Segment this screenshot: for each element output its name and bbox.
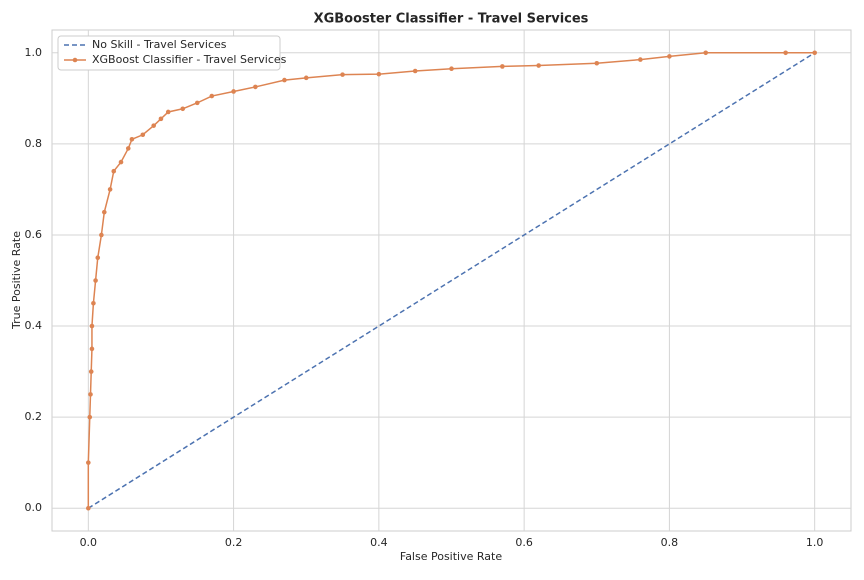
x-tick-label: 0.4 (370, 536, 388, 549)
legend-marker (72, 57, 78, 63)
x-tick-label: 0.2 (225, 536, 243, 549)
point (449, 66, 454, 72)
point (107, 187, 113, 192)
point (99, 232, 104, 238)
x-tick-label: 0.0 (80, 536, 98, 549)
y-tick-label: 0.6 (25, 228, 43, 241)
point (111, 168, 117, 174)
line (87, 52, 816, 509)
x-tick-label: 0.6 (515, 536, 533, 549)
legend-label: XGBoost Classifier - Travel Services (92, 53, 287, 66)
point (376, 71, 382, 77)
point (89, 346, 95, 352)
point (412, 68, 418, 74)
y-tick-label: 0.8 (25, 137, 43, 150)
point (101, 209, 107, 215)
line (87, 52, 815, 509)
y-axis-label: True Positive Rate (10, 231, 23, 330)
point (140, 132, 146, 138)
point (87, 414, 93, 420)
chart-title: XGBooster Classifier - Travel Services (314, 12, 589, 27)
point (194, 100, 200, 106)
x-tick-label: 0.8 (661, 536, 679, 549)
legend-label: No Skill - Travel Services (92, 38, 227, 51)
point (180, 106, 186, 112)
point (89, 323, 95, 329)
x-axis-label: False Positive Rate (400, 550, 502, 563)
y-tick-label: 0.2 (25, 410, 43, 423)
legend-box (57, 35, 281, 71)
point (231, 89, 236, 94)
point (638, 57, 643, 62)
point (303, 75, 309, 81)
point (703, 50, 709, 56)
point (86, 460, 91, 465)
point (88, 369, 94, 374)
point (118, 159, 124, 165)
point (500, 64, 505, 69)
point (812, 50, 817, 56)
point (536, 63, 541, 68)
point (86, 505, 91, 511)
y-tick-label: 1.0 (25, 46, 43, 59)
y-tick-label: 0.4 (25, 319, 43, 332)
point (151, 123, 156, 128)
point (158, 116, 164, 122)
point (340, 72, 345, 77)
point (594, 60, 600, 66)
point (91, 300, 96, 306)
point (783, 50, 788, 56)
y-tick-label: 0.0 (25, 501, 43, 514)
point (667, 54, 672, 59)
point (95, 255, 101, 261)
point (88, 392, 93, 397)
point (93, 278, 98, 283)
point (253, 84, 258, 90)
point (282, 77, 287, 83)
point (129, 137, 135, 142)
point (165, 109, 171, 115)
point (125, 146, 131, 151)
point (209, 93, 215, 99)
x-tick-label: 1.0 (806, 536, 824, 549)
